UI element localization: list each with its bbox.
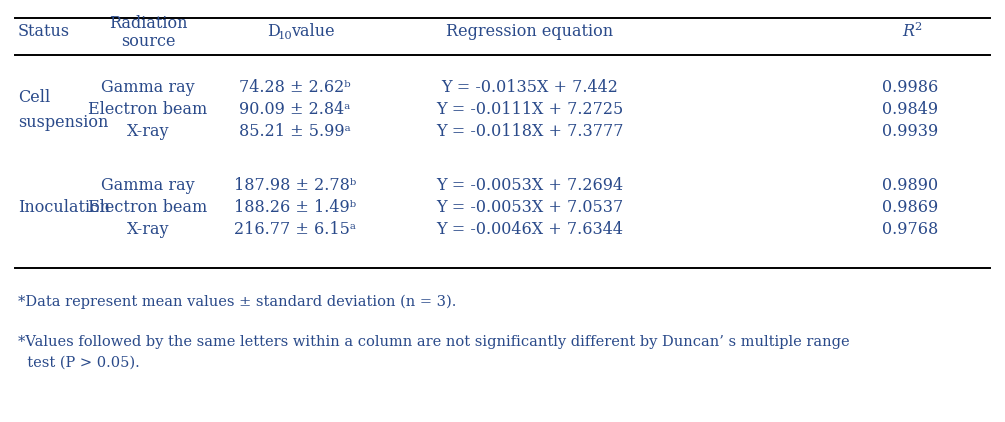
- Text: Regression equation: Regression equation: [446, 24, 614, 41]
- Text: 0.9849: 0.9849: [882, 102, 938, 119]
- Text: X-ray: X-ray: [127, 124, 169, 141]
- Text: 85.21 ± 5.99ᵃ: 85.21 ± 5.99ᵃ: [239, 124, 351, 141]
- Text: Y = -0.0118X + 7.3777: Y = -0.0118X + 7.3777: [436, 124, 624, 141]
- Text: Gamma ray: Gamma ray: [102, 79, 195, 97]
- Text: 0.9890: 0.9890: [882, 176, 938, 194]
- Text: Y = -0.0046X + 7.6344: Y = -0.0046X + 7.6344: [436, 221, 623, 238]
- Text: 187.98 ± 2.78ᵇ: 187.98 ± 2.78ᵇ: [234, 176, 356, 194]
- Text: value: value: [291, 24, 335, 41]
- Text: D: D: [267, 24, 279, 41]
- Text: 0.9986: 0.9986: [881, 79, 938, 97]
- Text: *Values followed by the same letters within a column are not significantly diffe: *Values followed by the same letters wit…: [18, 335, 849, 370]
- Text: 2: 2: [914, 22, 922, 32]
- Text: 216.77 ± 6.15ᵃ: 216.77 ± 6.15ᵃ: [234, 221, 356, 238]
- Text: 10: 10: [278, 31, 292, 41]
- Text: 0.9869: 0.9869: [881, 198, 938, 216]
- Text: Cell
suspension: Cell suspension: [18, 89, 109, 131]
- Text: Status: Status: [18, 24, 70, 41]
- Text: Gamma ray: Gamma ray: [102, 176, 195, 194]
- Text: 74.28 ± 2.62ᵇ: 74.28 ± 2.62ᵇ: [239, 79, 351, 97]
- Text: Radiation: Radiation: [109, 16, 187, 32]
- Text: Y = -0.0053X + 7.2694: Y = -0.0053X + 7.2694: [436, 176, 623, 194]
- Text: 90.09 ± 2.84ᵃ: 90.09 ± 2.84ᵃ: [239, 102, 351, 119]
- Text: *Data represent mean values ± standard deviation (n = 3).: *Data represent mean values ± standard d…: [18, 295, 456, 309]
- Text: Inoculation: Inoculation: [18, 198, 111, 216]
- Text: 188.26 ± 1.49ᵇ: 188.26 ± 1.49ᵇ: [234, 198, 356, 216]
- Text: Y = -0.0053X + 7.0537: Y = -0.0053X + 7.0537: [436, 198, 624, 216]
- Text: Y = -0.0135X + 7.442: Y = -0.0135X + 7.442: [441, 79, 618, 97]
- Text: 0.9768: 0.9768: [881, 221, 938, 238]
- Text: Y = -0.0111X + 7.2725: Y = -0.0111X + 7.2725: [436, 102, 624, 119]
- Text: 0.9939: 0.9939: [881, 124, 938, 141]
- Text: source: source: [121, 33, 175, 51]
- Text: Electron beam: Electron beam: [88, 102, 208, 119]
- Text: R: R: [902, 24, 914, 41]
- Text: X-ray: X-ray: [127, 221, 169, 238]
- Text: Electron beam: Electron beam: [88, 198, 208, 216]
